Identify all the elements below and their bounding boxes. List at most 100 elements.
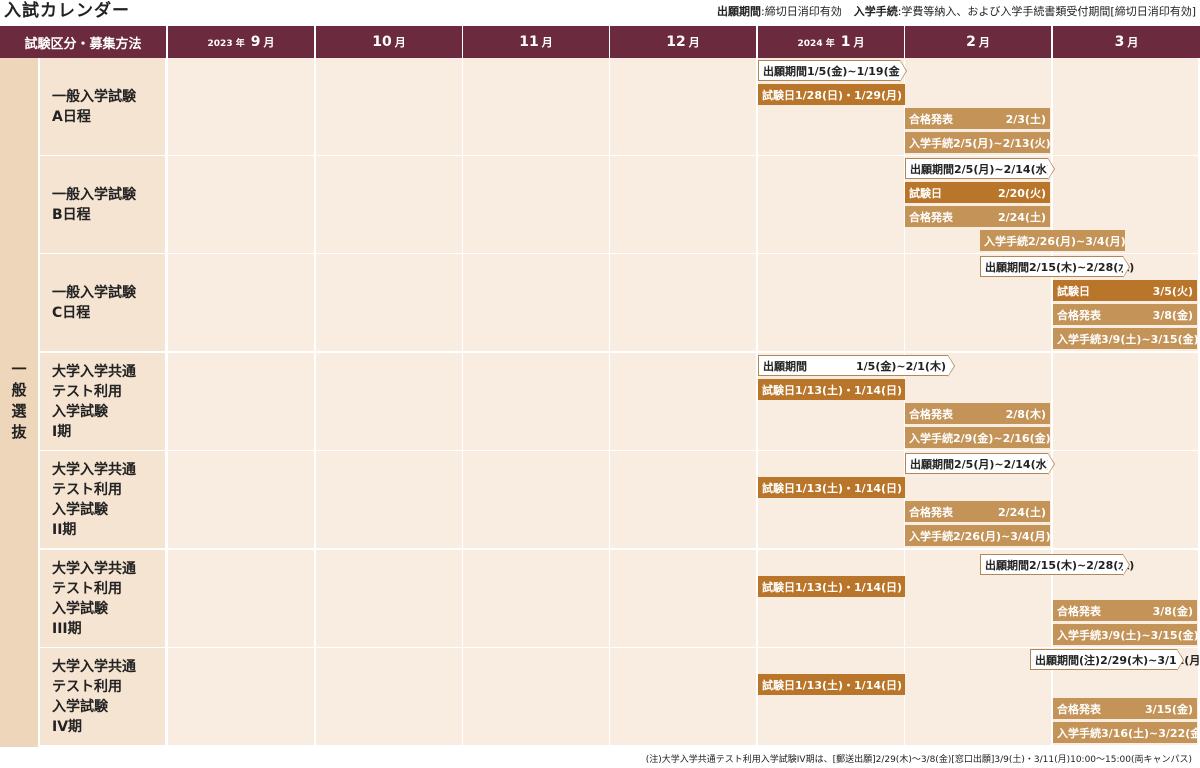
calendar-cell — [316, 254, 462, 351]
calendar-cell — [316, 451, 462, 548]
row-label: 大学入学共通 テスト利用 入学試験 III期 — [40, 550, 165, 647]
event-label: 試験日 — [762, 481, 795, 495]
header-month-unit: 月 — [978, 36, 990, 49]
event-date: 1/13(土)・1/14(日) — [795, 678, 903, 692]
event-bar: 入学手続 3/9(土)~3/15(金) — [1053, 328, 1199, 349]
event-bar: 合格発表 2/24(土) — [905, 206, 1050, 227]
header-month-unit: 月 — [1127, 36, 1139, 49]
row-label-line: 入学試験 — [52, 403, 108, 420]
event-bar: 出願期間(注) 2/29(木)~3/11(月) — [1030, 649, 1200, 671]
event-label: 入学手続 — [1057, 726, 1101, 740]
event-date: 3/8(金) — [1152, 308, 1193, 322]
row-label-line: B日程 — [52, 206, 91, 223]
row-label: 大学入学共通 テスト利用 入学試験 IV期 — [40, 648, 165, 745]
header-month-number: 12 — [666, 34, 686, 50]
event-label: 入学手続 — [909, 431, 953, 445]
calendar-cell — [610, 451, 756, 548]
calendar-cell — [758, 550, 904, 647]
header-month-unit: 月 — [263, 36, 275, 49]
row-label-line: 一般入学試験 — [52, 186, 136, 203]
event-label: 出願期間 — [985, 260, 1029, 274]
arrow-tip-inner-icon — [900, 61, 906, 81]
row-label-line: 入学試験 — [52, 698, 108, 715]
arrow-tip-inner-icon — [1048, 159, 1054, 179]
calendar-cell — [168, 550, 314, 647]
calendar-cell — [610, 353, 756, 450]
calendar-cell — [316, 58, 462, 155]
calendar-cell — [610, 648, 756, 745]
event-bar: 入学手続 3/9(土)~3/15(金) — [1053, 624, 1199, 645]
event-bar: 試験日 1/28(日)・1/29(月) — [758, 84, 905, 105]
event-label: 試験日 — [1057, 284, 1090, 298]
calendar-cell — [1053, 58, 1198, 155]
row-label: 一般入学試験 C日程 — [40, 254, 165, 351]
row-label: 一般入学試験 B日程 — [40, 156, 165, 253]
event-date: 2/15(木)~2/28(水) — [1029, 260, 1135, 274]
event-label: 試験日 — [762, 383, 795, 397]
row-label-line: A日程 — [52, 108, 91, 125]
calendar-cell — [463, 550, 609, 647]
event-bar: 合格発表 2/24(土) — [905, 501, 1050, 522]
header-month-11: 11 月 — [463, 26, 609, 58]
row-label-line: 入学試験 — [52, 600, 108, 617]
event-bar: 入学手続 2/26(月)~3/4(月) — [980, 230, 1126, 251]
event-date: 3/16(土)~3/22(金) — [1101, 726, 1200, 740]
event-bar: 入学手続 2/26(月)~3/4(月) — [905, 525, 1051, 546]
legend-application-text: :締切日消印有効 — [760, 5, 842, 18]
event-date: 2/3(土) — [1005, 112, 1046, 126]
event-label: 入学手続 — [909, 529, 953, 543]
section-label: 一般選抜 — [0, 58, 38, 747]
row-label-line: 大学入学共通 — [52, 461, 136, 478]
header-month-number: 9 — [250, 34, 261, 50]
event-date: 1/5(金)~2/1(木) — [856, 359, 946, 373]
calendar-cell — [463, 254, 609, 351]
event-label: 合格発表 — [1057, 702, 1101, 716]
row-label-line: 大学入学共通 — [52, 658, 136, 675]
calendar-cell — [1053, 353, 1198, 450]
calendar-cell — [758, 451, 904, 548]
header-month-number: 11 — [519, 34, 539, 50]
legend: 出願期間:締切日消印有効 入学手続:学費等納入、および入学手続書類受付期間[締切日… — [717, 5, 1196, 19]
event-label: 合格発表 — [909, 505, 953, 519]
row-label-line: 一般入学試験 — [52, 88, 136, 105]
event-label: 出願期間(注) — [1035, 653, 1101, 667]
section-label-text: 一般選抜 — [9, 360, 28, 445]
event-label: 入学手続 — [909, 136, 953, 150]
calendar-cell — [463, 58, 609, 155]
row-label-line: II期 — [52, 521, 77, 538]
event-date: 3/15(金) — [1144, 702, 1193, 716]
event-date: 2/26(月)~3/4(月) — [1028, 234, 1126, 248]
calendar-cell — [168, 156, 314, 253]
event-bar: 試験日 1/13(土)・1/14(日) — [758, 477, 905, 498]
row-label: 一般入学試験 A日程 — [40, 58, 165, 155]
event-label: 入学手続 — [1057, 628, 1101, 642]
footnote: (注)大学入学共通テスト利用入学試験IV期は、[郵送出願]2/29(木)〜3/8… — [645, 755, 1192, 765]
event-label: 入学手続 — [984, 234, 1028, 248]
calendar-cell — [610, 254, 756, 351]
row-label: 大学入学共通 テスト利用 入学試験 II期 — [40, 451, 165, 548]
arrow-tip-inner-icon — [1123, 257, 1129, 277]
row-label-line: C日程 — [52, 304, 91, 321]
event-label: 合格発表 — [909, 210, 953, 224]
event-date: 2/26(月)~3/4(月) — [953, 529, 1051, 543]
event-bar: 出願期間 1/5(金)~1/19(金) — [758, 60, 907, 82]
event-bar: 試験日 3/5(火) — [1053, 280, 1197, 301]
row-label-line: 一般入学試験 — [52, 284, 136, 301]
legend-enrollment-label: 入学手続 — [853, 5, 898, 18]
event-date: 2/5(月)~2/14(水) — [954, 457, 1052, 471]
row-label-line: 大学入学共通 — [52, 560, 136, 577]
arrow-tip-inner-icon — [948, 356, 954, 376]
event-date: 3/9(土)~3/15(金) — [1101, 628, 1199, 642]
event-date: 1/5(金)~1/19(金) — [807, 64, 905, 78]
event-date: 1/13(土)・1/14(日) — [795, 383, 903, 397]
calendar-cell — [316, 550, 462, 647]
event-label: 入学手続 — [1057, 332, 1101, 346]
row-label-line: テスト利用 — [52, 481, 122, 498]
legend-application-label: 出願期間 — [716, 5, 761, 18]
event-date: 2/29(木)~3/11(月) — [1100, 653, 1200, 667]
event-date: 2/24(土) — [997, 210, 1046, 224]
